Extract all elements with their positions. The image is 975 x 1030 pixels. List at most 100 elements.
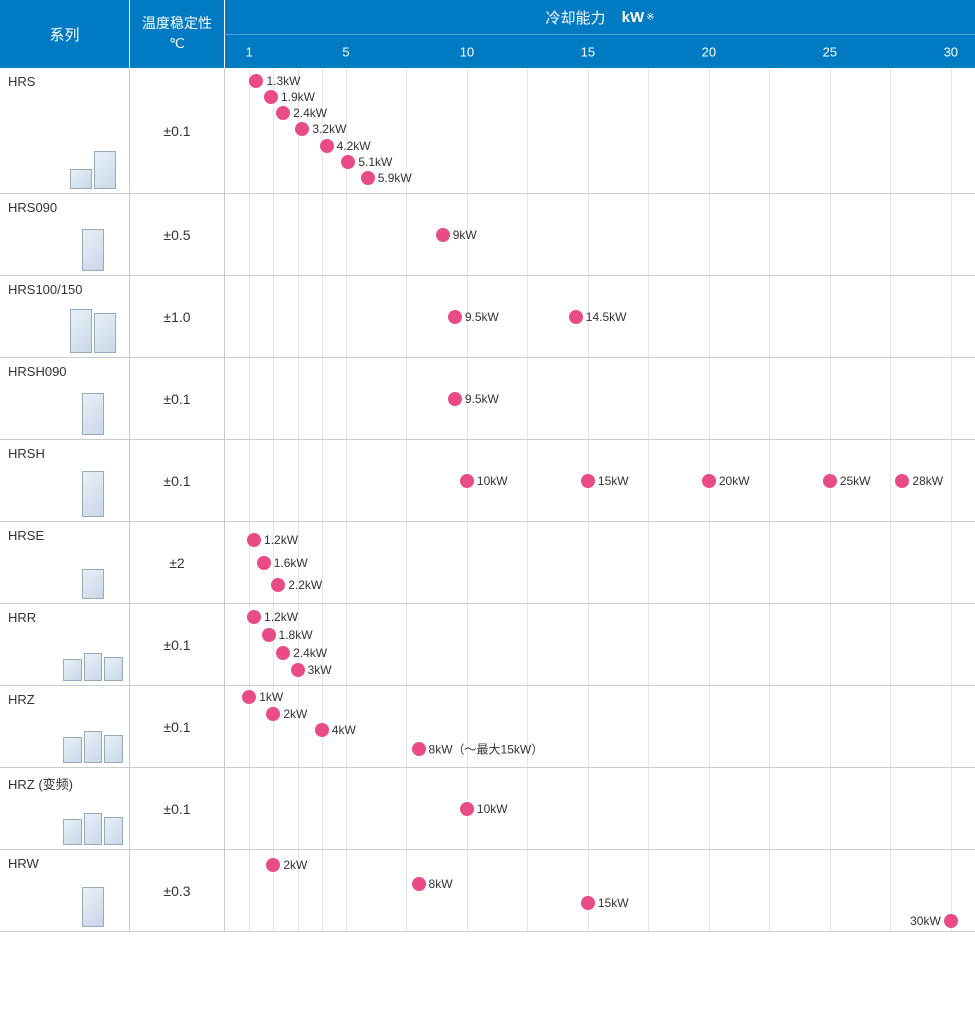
data-point xyxy=(460,802,474,816)
data-point-label: 8kW（～最大15kW） xyxy=(429,741,544,758)
gridline xyxy=(769,68,770,193)
cooling-unit: kW xyxy=(622,9,645,26)
series-cell: HRZ (变频) xyxy=(0,768,130,849)
gridline xyxy=(709,768,710,849)
gridline xyxy=(830,358,831,439)
data-point-label: 1.8kW xyxy=(279,628,313,642)
gridline xyxy=(648,276,649,357)
gridline xyxy=(322,768,323,849)
gridline xyxy=(709,276,710,357)
gridline xyxy=(322,440,323,521)
series-name: HRSH xyxy=(8,446,121,461)
data-point-label: 28kW xyxy=(912,474,943,488)
data-point-label: 9kW xyxy=(453,228,477,242)
gridline xyxy=(467,522,468,603)
gridline xyxy=(951,604,952,685)
data-point xyxy=(276,106,290,120)
gridline xyxy=(249,68,250,193)
gridline xyxy=(346,850,347,931)
gridline xyxy=(648,522,649,603)
data-point xyxy=(291,663,305,677)
product-image xyxy=(63,223,123,271)
gridline xyxy=(322,850,323,931)
gridline xyxy=(830,850,831,931)
gridline xyxy=(298,440,299,521)
data-point xyxy=(271,578,285,592)
data-point xyxy=(249,74,263,88)
temp-stability-cell: ±0.5 xyxy=(130,194,225,275)
data-point-label: 20kW xyxy=(719,474,750,488)
series-cell: HRSE xyxy=(0,522,130,603)
cooling-label: 冷却能力 xyxy=(545,7,605,28)
data-point-label: 1.6kW xyxy=(274,556,308,570)
gridline xyxy=(346,440,347,521)
gridline xyxy=(406,440,407,521)
series-name: HRS xyxy=(8,74,121,89)
gridline xyxy=(588,522,589,603)
product-image xyxy=(63,387,123,435)
data-point xyxy=(247,610,261,624)
temp-stability-cell: ±0.3 xyxy=(130,850,225,931)
data-point xyxy=(569,310,583,324)
cooling-capacity-chart: 系列 温度稳定性 ℃ 冷却能力 kW ※ 151015202530 HRS ±0.… xyxy=(0,0,975,932)
gridline xyxy=(890,68,891,193)
table-row: HRSH±0.110kW15kW20kW25kW28kW xyxy=(0,440,975,522)
header-cooling-title: 冷却能力 kW ※ xyxy=(225,0,975,34)
gridline xyxy=(890,276,891,357)
table-body: HRS±0.11.3kW1.9kW2.4kW3.2kW4.2kW5.1kW5.9… xyxy=(0,68,975,932)
plot-cell: 1kW2kW4kW8kW（～最大15kW） xyxy=(225,686,975,767)
gridline xyxy=(648,440,649,521)
gridline xyxy=(769,768,770,849)
data-point xyxy=(895,474,909,488)
table-row: HRZ (变频)±0.110kW xyxy=(0,768,975,850)
gridline xyxy=(249,440,250,521)
gridline xyxy=(298,686,299,767)
gridline xyxy=(298,768,299,849)
gridline xyxy=(890,358,891,439)
data-point xyxy=(448,392,462,406)
gridline xyxy=(588,358,589,439)
gridline xyxy=(830,194,831,275)
gridline xyxy=(527,440,528,521)
gridline xyxy=(769,850,770,931)
gridline xyxy=(298,194,299,275)
gridline xyxy=(346,604,347,685)
series-name: HRSE xyxy=(8,528,121,543)
temp-stability-cell: ±0.1 xyxy=(130,604,225,685)
scale-tick: 1 xyxy=(246,44,253,59)
data-point xyxy=(242,690,256,704)
data-point-label: 3.2kW xyxy=(312,122,346,136)
product-image xyxy=(63,633,123,681)
gridline xyxy=(769,440,770,521)
gridline xyxy=(830,68,831,193)
gridline xyxy=(648,358,649,439)
gridline xyxy=(769,522,770,603)
gridline xyxy=(588,604,589,685)
gridline xyxy=(890,686,891,767)
header-temp-line2: ℃ xyxy=(169,34,185,54)
data-point xyxy=(581,474,595,488)
data-point xyxy=(436,228,450,242)
gridline xyxy=(346,768,347,849)
product-image xyxy=(63,715,123,763)
gridline xyxy=(346,358,347,439)
gridline xyxy=(709,604,710,685)
product-image xyxy=(63,141,123,189)
gridline xyxy=(890,768,891,849)
table-row: HRZ±0.11kW2kW4kW8kW（～最大15kW） xyxy=(0,686,975,768)
gridline xyxy=(951,768,952,849)
gridline xyxy=(273,768,274,849)
gridline xyxy=(588,686,589,767)
table-header: 系列 温度稳定性 ℃ 冷却能力 kW ※ 151015202530 xyxy=(0,0,975,68)
gridline xyxy=(951,68,952,193)
gridline xyxy=(951,686,952,767)
gridline xyxy=(346,522,347,603)
plot-cell: 10kW15kW20kW25kW28kW xyxy=(225,440,975,521)
gridline xyxy=(249,194,250,275)
gridline xyxy=(890,194,891,275)
gridline xyxy=(709,686,710,767)
series-name: HRZ (变频) xyxy=(8,774,121,793)
series-name: HRSH090 xyxy=(8,364,121,379)
table-row: HRR±0.11.2kW1.8kW2.4kW3kW xyxy=(0,604,975,686)
series-cell: HRS100/150 xyxy=(0,276,130,357)
